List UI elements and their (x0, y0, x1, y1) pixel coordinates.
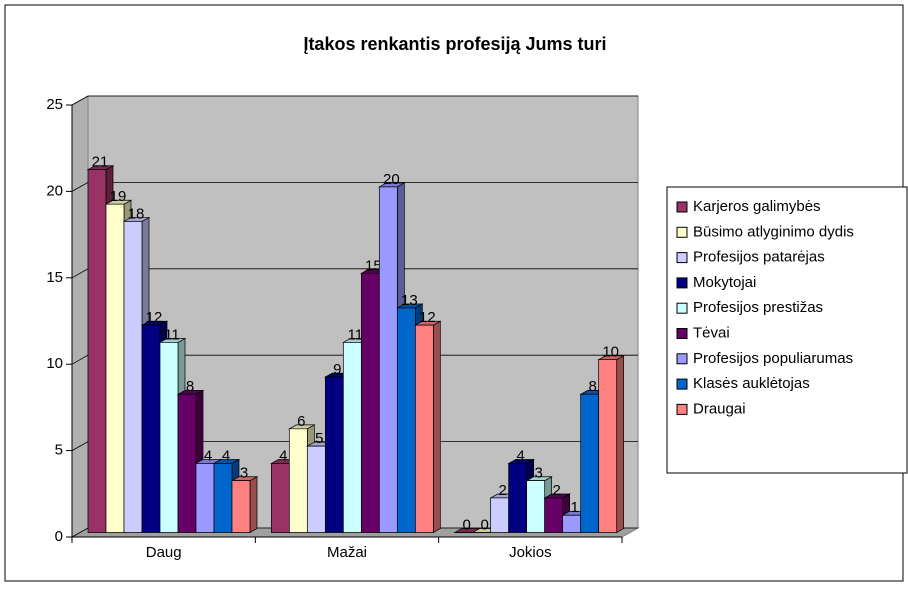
data-label: 8 (186, 378, 194, 395)
bar-face (544, 497, 564, 533)
bar-face (87, 169, 107, 533)
data-label: 12 (419, 309, 436, 326)
bar-face (288, 428, 308, 533)
bar (413, 320, 442, 534)
legend-label: Tėvai (693, 324, 730, 341)
bar-face (159, 342, 179, 533)
legend-label: Klasės auklėtojas (693, 375, 810, 392)
data-label: 0 (462, 516, 470, 533)
legend-swatch (676, 353, 688, 365)
legend-label: Karjeros galimybės (693, 198, 821, 215)
bar-face (360, 272, 380, 533)
legend-swatch (676, 328, 688, 339)
bar-face (324, 376, 344, 533)
bar-face (270, 463, 290, 533)
bar-face (598, 359, 618, 533)
legend (666, 186, 908, 474)
bar-face (195, 463, 215, 533)
y-tick-label: 0 (55, 528, 63, 545)
legend-label: Profesijos prestižas (693, 299, 823, 316)
grid-line (71, 95, 638, 106)
data-label: 12 (146, 309, 163, 326)
data-label: 5 (315, 430, 323, 447)
bar-face (508, 463, 528, 533)
bar-face (213, 463, 233, 533)
legend-swatch (676, 201, 688, 213)
data-label: 21 (92, 154, 109, 171)
legend-swatch (676, 252, 688, 264)
bar-face (249, 476, 258, 534)
legend-swatch (676, 277, 688, 289)
data-label: 3 (534, 465, 542, 482)
legend-label: Profesijos populiarumas (693, 350, 853, 367)
chart-title: Įtakos renkantis profesiją Jums turi (303, 34, 606, 54)
bar-face (105, 203, 125, 533)
data-label: 13 (401, 292, 418, 309)
data-label: 18 (128, 205, 145, 222)
y-tick-label: 10 (46, 355, 63, 372)
data-label: 1 (570, 499, 578, 516)
bar-face (378, 186, 398, 533)
data-label: 2 (498, 482, 506, 499)
data-label: 20 (383, 171, 400, 188)
data-label: 11 (348, 326, 364, 343)
y-tick-label: 5 (55, 442, 63, 459)
data-label: 19 (110, 188, 127, 205)
y-tick-label: 15 (46, 269, 63, 286)
bar-face (526, 480, 546, 533)
bar (543, 493, 572, 534)
bar-face (432, 320, 441, 534)
data-label: 11 (164, 326, 180, 343)
bar (525, 476, 554, 534)
legend-label: Mokytojai (693, 274, 756, 291)
x-tick-label: Mažai (327, 544, 367, 561)
data-label: 3 (240, 465, 248, 482)
data-label: 4 (222, 447, 230, 464)
bar-face (616, 355, 625, 534)
data-label: 10 (602, 344, 619, 361)
data-label: 4 (279, 447, 287, 464)
bar-face (123, 221, 143, 533)
x-tick-label: Daug (146, 544, 182, 561)
legend-label: Profesijos patarėjas (693, 249, 825, 266)
data-label: 0 (480, 516, 488, 533)
data-label: 4 (204, 447, 212, 464)
x-tick-label: Jokios (509, 544, 552, 561)
data-label: 15 (365, 257, 382, 274)
legend-swatch (676, 226, 688, 238)
bar-face (414, 324, 434, 533)
bar-face (342, 342, 362, 533)
bar-face (580, 393, 600, 533)
bar-face (396, 307, 416, 533)
bar-face (306, 445, 326, 533)
data-label: 8 (588, 378, 596, 395)
legend-swatch (676, 403, 688, 415)
data-label: 4 (516, 447, 524, 464)
legend-swatch (676, 378, 688, 390)
bar-face (490, 497, 510, 533)
legend-swatch (676, 302, 688, 314)
data-label: 6 (297, 413, 305, 430)
y-tick-label: 20 (46, 182, 63, 199)
bar-face (231, 480, 251, 533)
bar-face (177, 393, 197, 533)
legend-label: Draugai (693, 400, 746, 417)
bar-face (141, 324, 161, 533)
data-label: 9 (333, 361, 341, 378)
legend-label: Būsimo atlyginimo dydis (693, 223, 854, 240)
bar-face (562, 514, 582, 533)
data-label: 2 (552, 482, 560, 499)
bar (230, 476, 259, 534)
y-tick-label: 25 (46, 96, 63, 113)
bar (597, 355, 626, 534)
side-wall (71, 95, 89, 538)
